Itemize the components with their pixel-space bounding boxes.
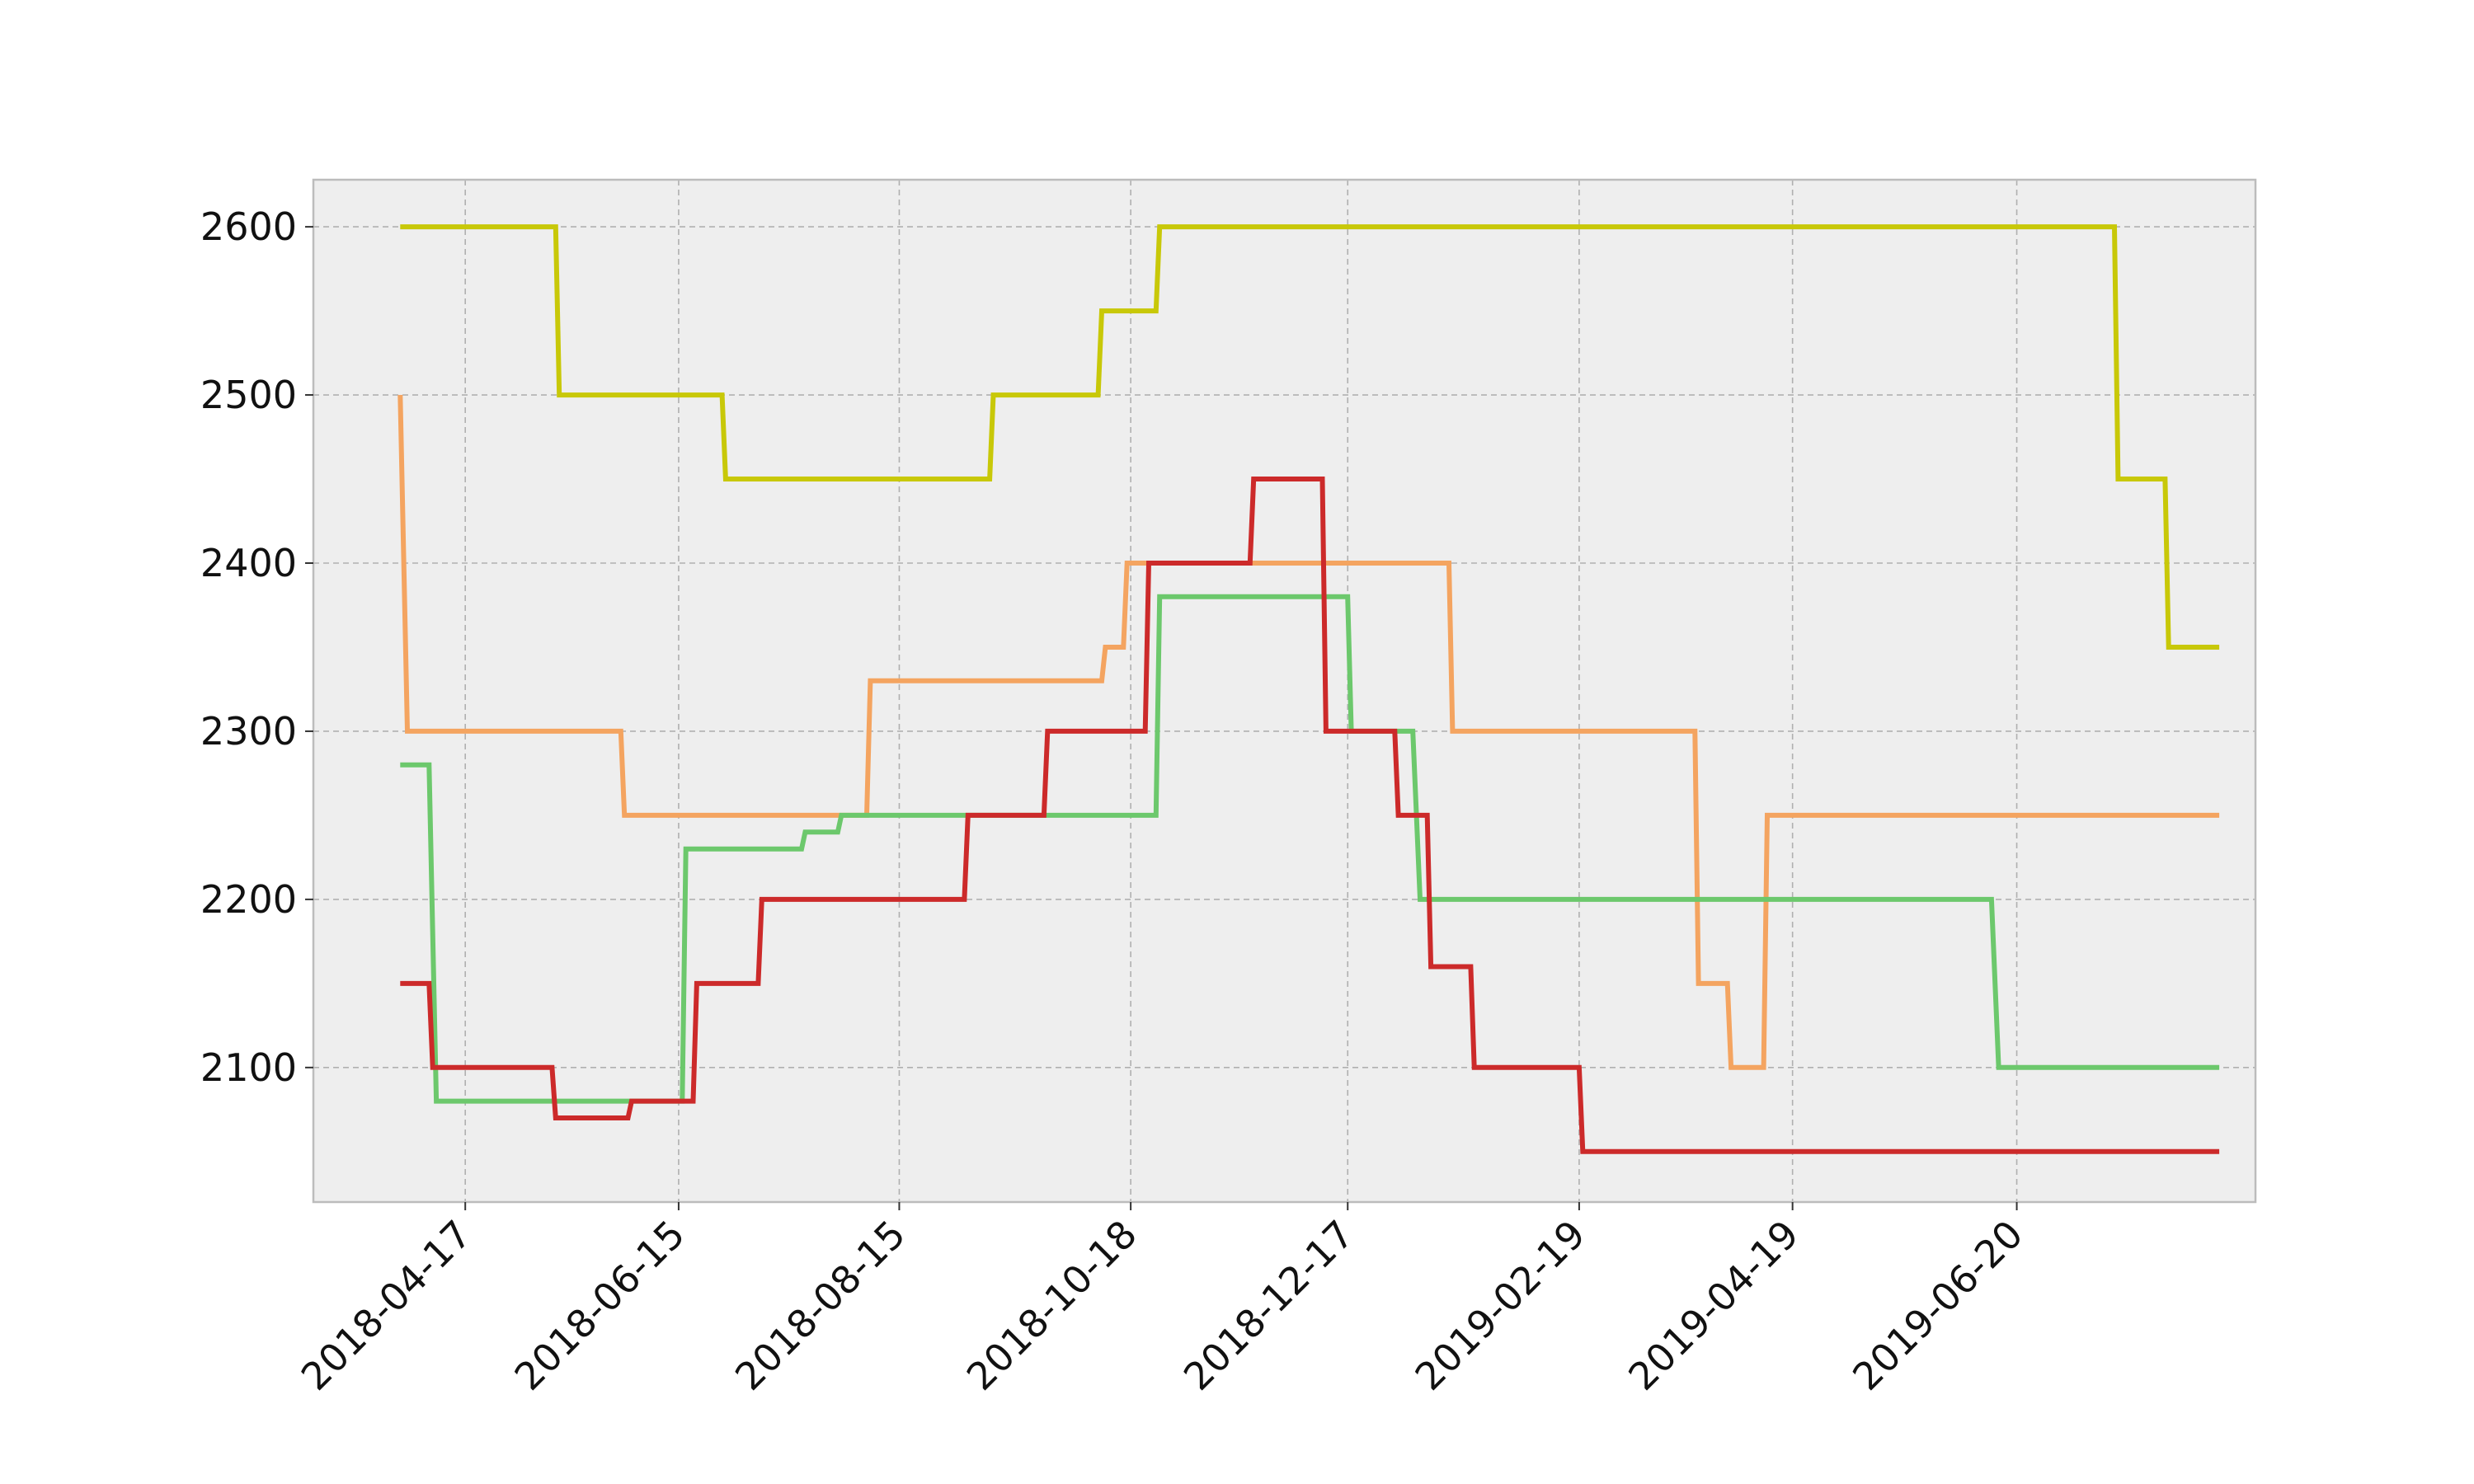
series-line-4	[400, 477, 2220, 1154]
series-layer	[397, 224, 2220, 1154]
x-tick-label: 2018-08-15	[727, 1212, 914, 1399]
x-tick-label: 2018-06-15	[506, 1212, 693, 1399]
x-tick-label: 2018-10-18	[958, 1212, 1145, 1399]
y-tick-label: 2200	[200, 877, 297, 922]
y-axis: 2100 2200 2300 2400 2500 2600	[200, 204, 313, 1090]
series-line-2	[397, 395, 2220, 1070]
plot-background	[313, 180, 2255, 1202]
x-axis: 2018-04-17 2018-06-15 2018-08-15 2018-10-18…	[293, 1202, 2031, 1399]
x-tick-label: 2019-02-19	[1406, 1212, 1593, 1399]
plot-frame	[312, 178, 2257, 1204]
y-tick-label: 2600	[200, 204, 297, 249]
y-tick-label: 2400	[200, 541, 297, 585]
y-tick-label: 2500	[200, 373, 297, 417]
x-tick-label: 2018-04-17	[293, 1212, 480, 1399]
x-tick-label: 2019-04-19	[1620, 1212, 1807, 1399]
x-tick-label: 2019-06-20	[1844, 1212, 2031, 1399]
series-line-1	[400, 224, 2220, 650]
y-tick-label: 2300	[200, 709, 297, 754]
y-tick-label: 2100	[200, 1045, 297, 1090]
x-tick-label: 2018-12-17	[1175, 1212, 1362, 1399]
